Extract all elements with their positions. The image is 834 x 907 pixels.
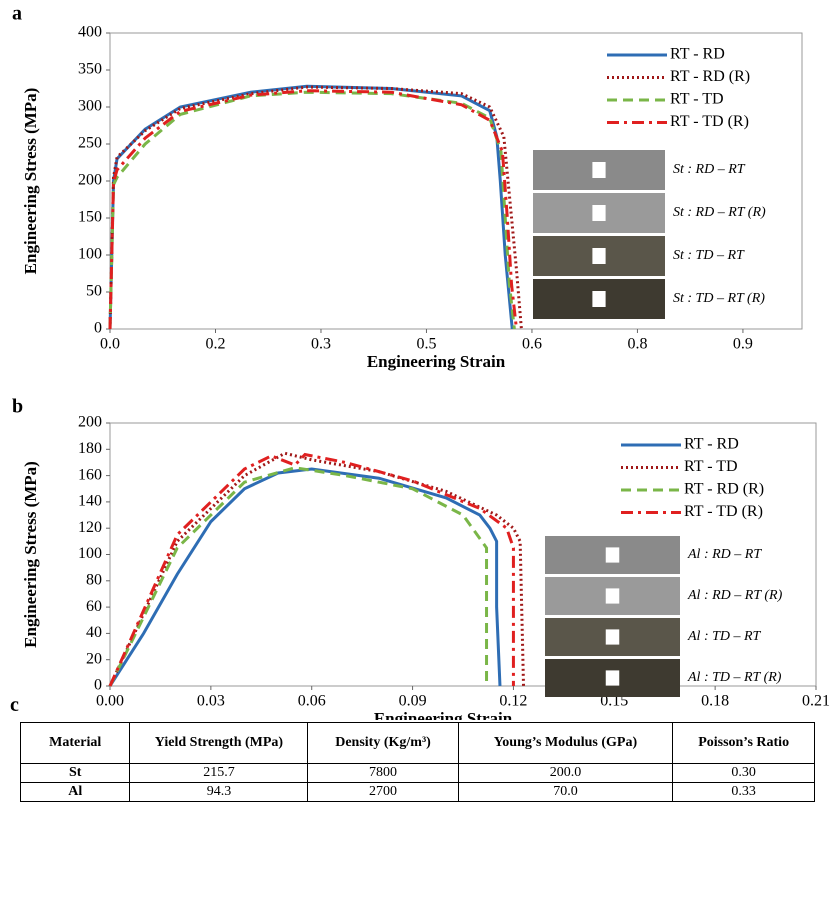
x-tick-label: 0.03 <box>197 693 225 710</box>
specimen-caption: St : TD – RT <box>673 248 745 263</box>
header-cell: Young’s Modulus (GPa) <box>457 722 674 764</box>
y-tick-label: 20 <box>86 650 102 667</box>
y-tick-label: 350 <box>78 61 102 78</box>
legend-label: RT - TD <box>684 458 738 475</box>
legend-label: RT - RD <box>670 46 725 63</box>
data-line <box>108 89 518 330</box>
legend-label: RT - TD (R) <box>670 113 749 130</box>
header-cell: Material <box>19 722 131 764</box>
header-row: Material Yield Strength (MPa) Density (Kg/… <box>19 722 815 764</box>
y-tick-label: 160 <box>78 466 102 483</box>
y-tick-label: 40 <box>86 624 102 641</box>
specimen-caption: Al : TD – RT (R) <box>687 670 782 685</box>
table-cell: 215.7 <box>129 763 309 783</box>
y-tick-label: 400 <box>78 24 102 41</box>
table-row: Al 94.3 2700 70.0 0.33 <box>19 782 815 802</box>
header-cell: Yield Strength (MPa) <box>129 722 309 764</box>
table-cell: Al <box>19 782 131 802</box>
y-tick-label: 0 <box>94 320 102 337</box>
x-tick-label: 0.9 <box>733 336 753 353</box>
legend-label: RT - TD <box>670 91 724 108</box>
x-tick-label: 0.0 <box>100 336 120 353</box>
legend-label: RT - RD (R) <box>684 481 764 498</box>
specimen-gap <box>605 547 620 563</box>
data-line <box>108 466 489 687</box>
x-tick-label: 0.6 <box>522 336 542 353</box>
x-tick-label: 0.12 <box>499 693 527 710</box>
x-tick-label: 0.2 <box>205 336 225 353</box>
panel-label: a <box>12 3 22 25</box>
x-tick-label: 0.8 <box>627 336 647 353</box>
specimen-caption: Al : TD – RT <box>687 629 762 644</box>
y-axis-title: Engineering Stress (MPa) <box>21 88 40 275</box>
x-tick-label: 0.06 <box>298 693 326 710</box>
table-cell: 2700 <box>307 782 459 802</box>
data-line <box>108 451 526 687</box>
y-tick-label: 100 <box>78 545 102 562</box>
y-tick-label: 150 <box>78 209 102 226</box>
y-tick-label: 50 <box>86 283 102 300</box>
table-cell: St <box>19 763 131 783</box>
x-axis-title: Engineering Strain <box>374 709 513 720</box>
y-tick-label: 60 <box>86 598 102 615</box>
data-line <box>108 84 514 330</box>
y-axis-title: Engineering Stress (MPa) <box>21 461 40 648</box>
specimen-gap <box>605 588 620 604</box>
specimen-caption: Al : RD – RT (R) <box>687 588 783 603</box>
specimen-gap <box>592 248 606 264</box>
table-cell: 7800 <box>307 763 459 783</box>
legend-label: RT - TD (R) <box>684 503 763 520</box>
x-tick-label: 0.21 <box>802 693 830 710</box>
table-cell: 0.30 <box>672 763 815 783</box>
x-tick-label: 0.00 <box>96 693 124 710</box>
y-tick-label: 120 <box>78 519 102 536</box>
y-tick-label: 140 <box>78 493 102 510</box>
y-tick-label: 0 <box>94 677 102 694</box>
y-tick-label: 250 <box>78 135 102 152</box>
specimen-gap <box>605 629 620 645</box>
specimen-caption: St : RD – RT (R) <box>673 205 766 220</box>
header-cell: Poisson’s Ratio <box>672 722 815 764</box>
data-line <box>108 467 502 687</box>
table-cell: 94.3 <box>129 782 309 802</box>
x-tick-label: 0.5 <box>416 336 436 353</box>
y-tick-label: 80 <box>86 571 102 588</box>
specimen-gap <box>592 291 606 307</box>
specimen-gap <box>592 162 606 178</box>
table-cell: 0.33 <box>672 782 815 802</box>
y-tick-label: 200 <box>78 172 102 189</box>
x-tick-label: 0.09 <box>399 693 427 710</box>
y-tick-label: 180 <box>78 440 102 457</box>
legend-label: RT - RD <box>684 436 739 453</box>
x-tick-label: 0.3 <box>311 336 331 353</box>
panel-label: b <box>12 396 23 418</box>
legend-label: RT - RD (R) <box>670 68 750 85</box>
table-cell: 200.0 <box>457 763 674 783</box>
header-cell: Density (Kg/m³) <box>307 722 459 764</box>
data-line <box>108 452 515 687</box>
table-cell: 70.0 <box>457 782 674 802</box>
panel-label: c <box>10 694 19 716</box>
y-tick-label: 300 <box>78 98 102 115</box>
x-axis-title: Engineering Strain <box>367 352 506 371</box>
specimen-caption: St : TD – RT (R) <box>673 291 765 306</box>
specimen-gap <box>592 205 606 221</box>
table-row: St 215.7 7800 200.0 0.30 <box>19 763 815 783</box>
x-tick-label: 0.18 <box>701 693 729 710</box>
specimen-caption: St : RD – RT <box>673 162 746 177</box>
data-line <box>108 90 516 330</box>
y-tick-label: 100 <box>78 246 102 263</box>
specimen-gap <box>605 670 620 686</box>
properties-table: Material Yield Strength (MPa) Density (Kg/… <box>19 722 815 802</box>
specimen-caption: Al : RD – RT <box>687 547 762 562</box>
y-tick-label: 200 <box>78 414 102 431</box>
